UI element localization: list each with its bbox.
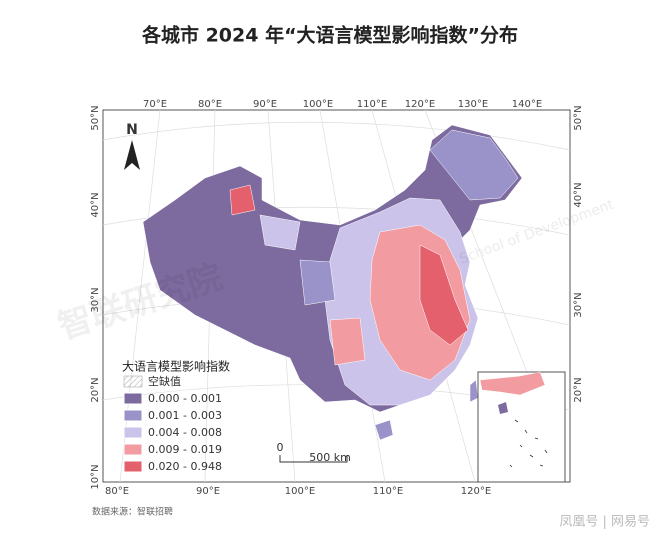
graticule-label: 20°N bbox=[90, 377, 101, 402]
inset-island bbox=[498, 402, 508, 414]
graticule-label: 50°N bbox=[573, 105, 584, 130]
graticule-label: 120°E bbox=[405, 99, 435, 110]
scale-bar bbox=[279, 455, 348, 463]
graticule-label: 80°E bbox=[198, 99, 222, 110]
graticule-label: 120°E bbox=[461, 486, 491, 497]
scale-start: 0 bbox=[277, 441, 284, 454]
graticule-label: 50°N bbox=[90, 105, 101, 130]
choropleth bbox=[142, 124, 523, 441]
legend-label-missing: 空缺值 bbox=[148, 374, 181, 388]
scale-end: 500 km bbox=[309, 451, 351, 464]
graticule-label: 40°N bbox=[90, 192, 101, 217]
graticule-label: 40°N bbox=[573, 182, 584, 207]
legend-label: 0.020 - 0.948 bbox=[148, 460, 222, 473]
title: 各城市 2024 年“大语言模型影响指数”分布 bbox=[141, 24, 518, 47]
graticule-label: 110°E bbox=[373, 486, 403, 497]
north-arrow bbox=[124, 140, 140, 170]
legend-label: 0.004 - 0.008 bbox=[148, 426, 222, 439]
graticule-label: 100°E bbox=[303, 99, 333, 110]
legend-title: 大语言模型影响指数 bbox=[122, 359, 230, 374]
graticule-label: 80°E bbox=[105, 486, 129, 497]
source: 数据来源：智联招聘 bbox=[92, 506, 173, 518]
legend-swatch bbox=[123, 426, 143, 439]
legend-swatch bbox=[123, 460, 143, 473]
inset-islands bbox=[509, 419, 548, 468]
graticule-label: 130°E bbox=[458, 99, 488, 110]
legend-label: 0.009 - 0.019 bbox=[148, 443, 222, 456]
inset-land bbox=[479, 371, 546, 396]
legend-label: 0.000 - 0.001 bbox=[148, 392, 222, 405]
graticule-label: 110°E bbox=[357, 99, 387, 110]
graticule-labels: 70°E 80°E 90°E 100°E 110°E 120°E 130°E 140°E 80°… bbox=[90, 99, 584, 497]
legend-swatch bbox=[123, 443, 143, 456]
graticule-label: 140°E bbox=[512, 99, 542, 110]
graticule-label: 20°N bbox=[573, 377, 584, 402]
graticule-label: 70°E bbox=[143, 99, 167, 110]
legend: 0.000 - 0.001 0.001 - 0.003 0.004 - 0.008 0… bbox=[123, 392, 222, 473]
graticule-label: 10°N bbox=[90, 464, 101, 489]
north-label: N bbox=[126, 122, 138, 138]
footer: 凤凰号 | 网易号 bbox=[559, 515, 650, 530]
legend-swatch bbox=[123, 392, 143, 405]
graticule-label: 90°E bbox=[253, 99, 277, 110]
graticule-label: 100°E bbox=[285, 486, 315, 497]
legend-swatch bbox=[123, 409, 143, 422]
legend-swatch-missing bbox=[123, 375, 143, 388]
graticule-label: 30°N bbox=[90, 287, 101, 312]
graticule-label: 90°E bbox=[196, 486, 220, 497]
graticule-label: 30°N bbox=[573, 292, 584, 317]
legend-label: 0.001 - 0.003 bbox=[148, 409, 222, 422]
